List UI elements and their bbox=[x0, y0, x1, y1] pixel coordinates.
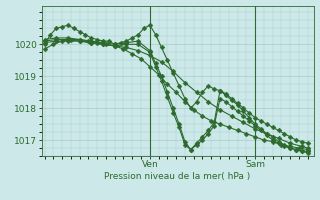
X-axis label: Pression niveau de la mer( hPa ): Pression niveau de la mer( hPa ) bbox=[104, 172, 251, 181]
